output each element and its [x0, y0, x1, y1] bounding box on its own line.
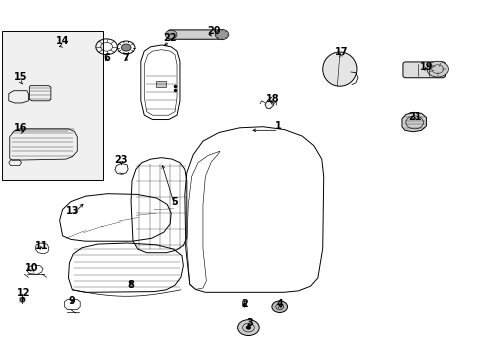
Text: 5: 5	[171, 197, 178, 207]
Text: 2: 2	[241, 299, 247, 309]
Text: 4: 4	[276, 299, 283, 309]
Text: 20: 20	[207, 26, 221, 36]
Text: 16: 16	[14, 123, 27, 133]
Text: 13: 13	[65, 206, 79, 216]
Bar	[2, 31, 102, 180]
Circle shape	[215, 30, 228, 40]
Text: 3: 3	[245, 318, 252, 328]
Text: 23: 23	[114, 155, 128, 165]
Circle shape	[121, 44, 131, 51]
Text: 12: 12	[17, 288, 30, 298]
Text: 10: 10	[25, 263, 39, 273]
Text: 7: 7	[122, 53, 129, 63]
Text: 22: 22	[163, 33, 177, 43]
Circle shape	[237, 320, 259, 336]
Text: 1: 1	[275, 121, 282, 131]
Text: 18: 18	[265, 94, 279, 104]
Text: 17: 17	[334, 47, 347, 57]
Polygon shape	[264, 97, 273, 109]
Bar	[155, 81, 166, 87]
Text: 11: 11	[35, 240, 48, 251]
Text: 15: 15	[14, 72, 27, 82]
Text: 21: 21	[407, 112, 421, 122]
Text: 9: 9	[69, 296, 76, 306]
Ellipse shape	[322, 52, 356, 86]
Polygon shape	[401, 112, 426, 132]
Circle shape	[245, 326, 250, 329]
Circle shape	[165, 30, 177, 39]
FancyBboxPatch shape	[168, 30, 224, 39]
Circle shape	[426, 61, 447, 77]
Text: 19: 19	[419, 62, 432, 72]
Text: 6: 6	[103, 53, 110, 63]
Circle shape	[271, 301, 287, 312]
Text: 8: 8	[127, 280, 134, 290]
FancyBboxPatch shape	[402, 62, 445, 78]
Text: 14: 14	[56, 36, 69, 46]
